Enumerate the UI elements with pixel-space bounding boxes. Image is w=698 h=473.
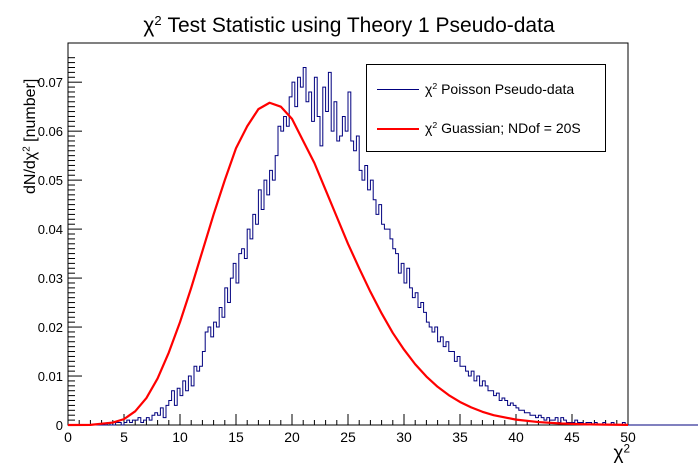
title-symbol: χ	[143, 14, 155, 37]
y-tick-label: 0	[56, 418, 63, 433]
legend-swatch-histogram	[377, 89, 419, 90]
y-tick-label: 0.01	[38, 369, 63, 384]
chart-title: χ2 Test Statistic using Theory 1 Pseudo-…	[0, 14, 698, 38]
y-tick-label: 0.07	[38, 75, 63, 90]
x-tick-label: 0	[64, 429, 72, 445]
x-tick-label: 5	[120, 429, 128, 445]
x-tick-label: 30	[396, 429, 412, 445]
y-tick-label: 0.02	[38, 320, 63, 335]
x-tick-label: 15	[228, 429, 244, 445]
title-text: Test Statistic using Theory 1 Pseudo-dat…	[167, 14, 555, 37]
x-tick-label: 10	[172, 429, 188, 445]
legend: χ2 Poisson Pseudo-data χ2 Guassian; NDof…	[366, 64, 606, 152]
y-tick-label: 0.05	[38, 173, 63, 188]
legend-swatch-curve	[377, 128, 419, 130]
x-tick-label: 45	[564, 429, 580, 445]
y-tick-label: 0.06	[38, 124, 63, 139]
x-tick-label: 50	[620, 429, 636, 445]
y-axis-label: dN/dχ2 [number]	[21, 78, 39, 194]
series-gaussian-curve	[67, 101, 629, 427]
legend-item-curve: χ2 Guassian; NDof = 20S	[367, 117, 605, 141]
x-axis-label: χ2	[613, 442, 630, 464]
x-tick-label: 25	[340, 429, 356, 445]
x-tick-label: 20	[284, 429, 300, 445]
y-tick-label: 0.03	[38, 271, 63, 286]
legend-item-histogram: χ2 Poisson Pseudo-data	[367, 78, 605, 102]
legend-label-histogram: χ2 Poisson Pseudo-data	[425, 81, 575, 97]
legend-label-curve: χ2 Guassian; NDof = 20S	[425, 120, 581, 136]
title-superscript: 2	[154, 12, 162, 28]
x-tick-label: 35	[452, 429, 468, 445]
y-tick-label: 0.04	[38, 222, 63, 237]
x-tick-label: 40	[508, 429, 524, 445]
